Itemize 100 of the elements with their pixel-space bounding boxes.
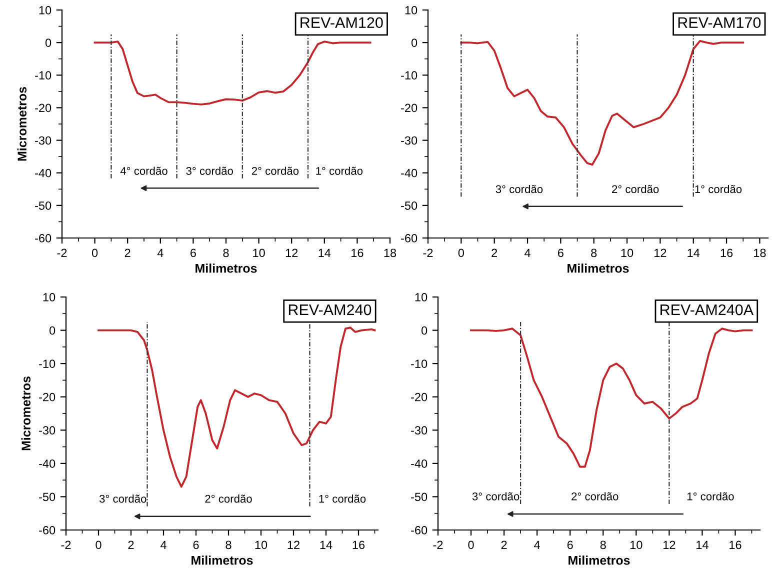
line-series bbox=[460, 40, 744, 166]
y-tick-label: 10 bbox=[405, 6, 418, 14]
annotation: 3° cordão bbox=[99, 494, 146, 503]
x-axis-title: Milimetros bbox=[568, 556, 630, 565]
x-tick-label: 18 bbox=[384, 248, 396, 258]
y-tick-label: -50 bbox=[401, 201, 418, 210]
x-tick-label: 0 bbox=[92, 248, 98, 258]
x-tick-label: 10 bbox=[630, 540, 642, 550]
y-tick-label: 0 bbox=[45, 38, 52, 47]
x-tick-label: 8 bbox=[591, 248, 597, 258]
x-tick-label: 0 bbox=[458, 248, 464, 258]
y-tick-label: -10 bbox=[39, 360, 56, 368]
y-tick-label: -60 bbox=[39, 526, 56, 534]
x-tick-label: 0 bbox=[96, 540, 102, 550]
y-tick-label: 10 bbox=[39, 6, 52, 14]
annotation: 1° cordão bbox=[687, 492, 734, 500]
y-tick-label: -60 bbox=[401, 234, 418, 242]
x-tick-label: -2 bbox=[61, 540, 71, 549]
y-tick-label: 0 bbox=[421, 326, 428, 335]
y-tick-label: -30 bbox=[411, 426, 428, 435]
x-tick-label: 14 bbox=[318, 248, 331, 257]
x-tick-label: -2 bbox=[57, 248, 67, 257]
annotation: 2° cordão bbox=[252, 166, 299, 175]
x-tick-label: 12 bbox=[288, 540, 300, 549]
y-tick-label: -10 bbox=[411, 360, 428, 368]
y-tick-label: -40 bbox=[401, 168, 418, 178]
y-tick-label: -20 bbox=[411, 392, 428, 402]
y-axis-title: Micrometros bbox=[17, 87, 26, 161]
x-tick-label: -2 bbox=[433, 540, 443, 549]
x-tick-label: 16 bbox=[730, 540, 742, 550]
x-tick-label: 16 bbox=[352, 540, 365, 550]
x-tick-label: 2 bbox=[128, 540, 134, 549]
annotation: 2° cordão bbox=[205, 494, 252, 503]
x-tick-label: 2 bbox=[492, 248, 498, 257]
x-tick-label: 12 bbox=[286, 248, 298, 257]
chart-title: REV-AM240 bbox=[288, 304, 372, 316]
x-tick-label: 4 bbox=[534, 540, 540, 549]
chart-title: REV-AM240A bbox=[660, 304, 754, 316]
y-tick-label: -50 bbox=[35, 201, 52, 210]
y-tick-label: -60 bbox=[411, 526, 428, 534]
x-tick-label: 4 bbox=[160, 540, 166, 549]
x-tick-label: 8 bbox=[223, 248, 229, 258]
chart-title: REV-AM120 bbox=[300, 17, 383, 28]
annotation: 3° cordão bbox=[496, 184, 543, 194]
x-tick-label: 10 bbox=[621, 248, 634, 258]
x-tick-label: 6 bbox=[190, 248, 196, 258]
y-tick-label: -10 bbox=[401, 71, 418, 80]
y-tick-label: -20 bbox=[39, 392, 56, 402]
annotation: 2° cordão bbox=[612, 184, 659, 194]
annotation: 1° cordão bbox=[319, 494, 366, 503]
annotation: 3° cordão bbox=[472, 492, 520, 500]
x-tick-label: 14 bbox=[320, 540, 332, 549]
y-tick-label: 0 bbox=[411, 38, 418, 47]
x-tick-label: 6 bbox=[193, 540, 199, 550]
y-tick-label: -20 bbox=[35, 104, 52, 112]
x-axis-title: Milimetros bbox=[192, 556, 253, 565]
x-tick-label: 6 bbox=[567, 540, 573, 550]
x-tick-label: -2 bbox=[423, 248, 433, 257]
y-tick-label: -60 bbox=[35, 234, 52, 242]
y-tick-label: -20 bbox=[401, 104, 418, 112]
line-series bbox=[94, 40, 372, 106]
x-tick-label: 2 bbox=[124, 248, 130, 257]
y-axis-title: Micrometros bbox=[21, 376, 30, 450]
annotation: 1° cordão bbox=[316, 166, 363, 175]
x-axis-title: Milimetros bbox=[196, 264, 257, 273]
x-tick-label: 12 bbox=[654, 248, 666, 257]
x-tick-label: 16 bbox=[720, 248, 733, 258]
y-tick-label: -30 bbox=[35, 136, 52, 145]
annotation: 1° cordão bbox=[695, 184, 742, 194]
x-tick-label: 4 bbox=[157, 248, 164, 257]
x-tick-label: 14 bbox=[696, 540, 708, 549]
y-tick-label: -30 bbox=[401, 136, 418, 145]
x-tick-label: 4 bbox=[524, 248, 530, 257]
y-tick-label: -10 bbox=[35, 71, 52, 80]
annotation: 4° cordão bbox=[120, 166, 168, 175]
x-tick-label: 8 bbox=[600, 540, 606, 550]
chart-title: REV-AM170 bbox=[678, 17, 761, 28]
y-tick-label: -40 bbox=[35, 168, 52, 178]
x-tick-label: 8 bbox=[226, 540, 232, 550]
y-tick-label: -50 bbox=[411, 492, 428, 502]
y-tick-label: 0 bbox=[49, 326, 56, 335]
x-tick-label: 10 bbox=[253, 248, 265, 258]
y-tick-label: -30 bbox=[39, 426, 56, 435]
x-tick-label: 18 bbox=[754, 248, 766, 258]
x-tick-label: 6 bbox=[558, 248, 564, 258]
x-tick-label: 0 bbox=[468, 540, 474, 550]
y-tick-label: 10 bbox=[43, 293, 56, 302]
line-series bbox=[470, 328, 753, 468]
x-tick-label: 2 bbox=[501, 540, 507, 549]
y-tick-label: -40 bbox=[39, 459, 56, 468]
y-tick-label: 10 bbox=[415, 293, 428, 302]
line-series bbox=[98, 326, 376, 488]
x-tick-label: 10 bbox=[255, 540, 268, 550]
y-tick-label: -50 bbox=[39, 492, 56, 502]
x-tick-label: 12 bbox=[664, 540, 676, 549]
annotation: 2° cordão bbox=[572, 492, 618, 500]
x-tick-label: 14 bbox=[688, 248, 700, 257]
x-axis-title: Milimetros bbox=[568, 264, 629, 273]
x-tick-label: 16 bbox=[352, 248, 364, 258]
y-tick-label: -40 bbox=[411, 459, 428, 468]
